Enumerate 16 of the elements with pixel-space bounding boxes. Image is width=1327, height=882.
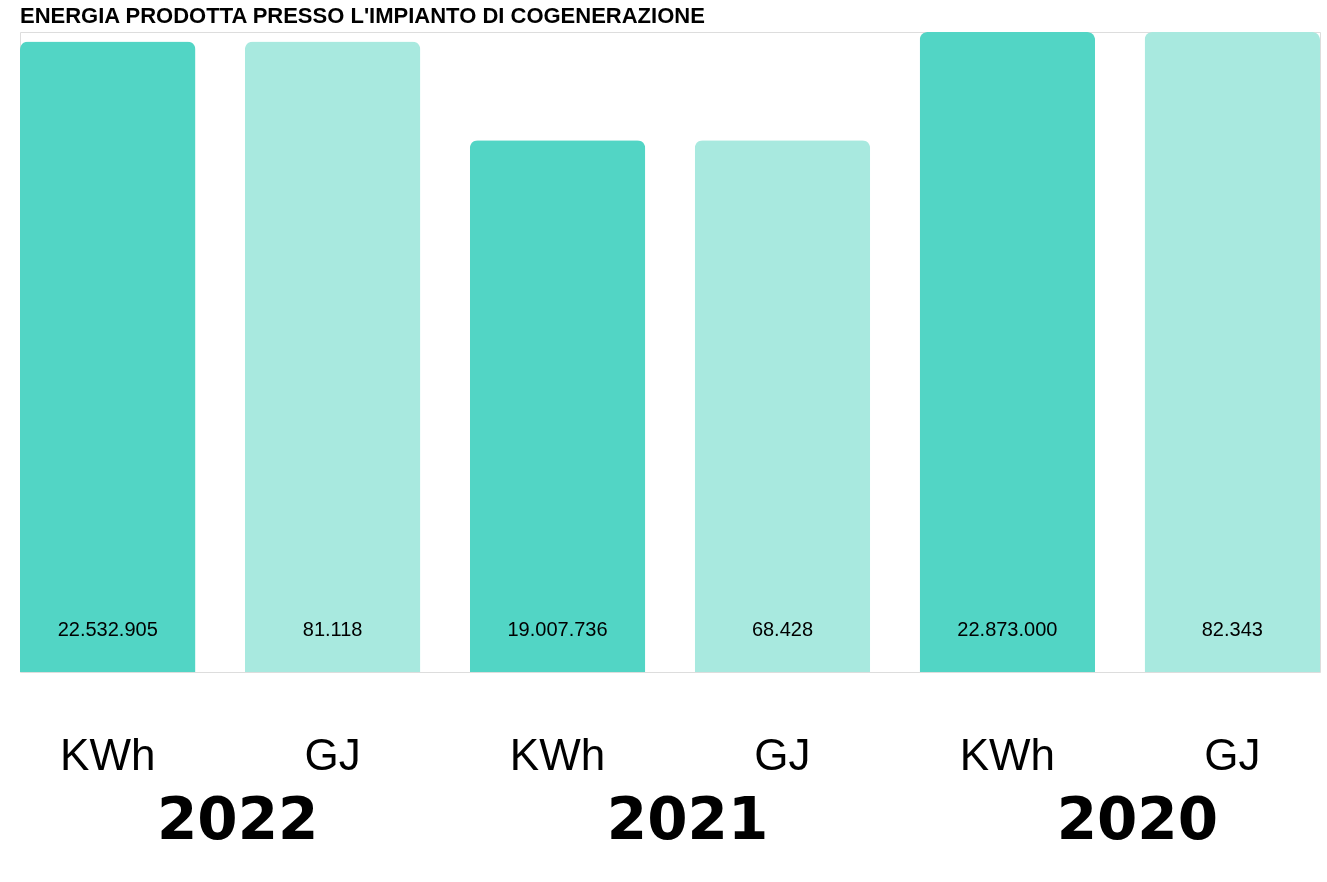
text: KWh xyxy=(959,730,1056,779)
x-tick-label: 2020 xyxy=(1056,785,1219,853)
series-label: KWh xyxy=(60,730,156,779)
data-label: 82.343 xyxy=(1201,618,1263,640)
data-label: 22.873.000 xyxy=(957,618,1058,640)
data-label: 19.007.736 xyxy=(507,618,608,640)
data-label: 68.428 xyxy=(751,618,814,640)
x-tick-label: 2021 xyxy=(606,785,769,853)
text: GJ xyxy=(754,730,811,779)
x-tick-label: 2022 xyxy=(157,785,319,853)
series-label: GJ xyxy=(304,730,361,779)
chart-title: ENERGIA PRODOTTA PRESSO L'IMPIANTO DI COGENERAZIONE xyxy=(20,3,705,28)
text: KWh xyxy=(509,730,606,779)
data-label: 81.118 xyxy=(302,618,363,640)
text: GJ xyxy=(1204,730,1261,779)
data-label: 22.532.905 xyxy=(57,618,158,640)
